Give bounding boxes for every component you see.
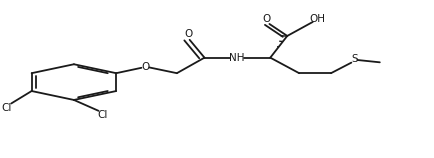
Text: Cl: Cl	[1, 103, 11, 113]
Text: NH: NH	[229, 53, 244, 63]
Text: Cl: Cl	[98, 110, 108, 121]
Text: O: O	[263, 14, 271, 24]
Text: O: O	[184, 29, 193, 39]
Text: O: O	[141, 62, 149, 72]
Text: S: S	[351, 54, 358, 64]
Text: OH: OH	[309, 14, 325, 24]
